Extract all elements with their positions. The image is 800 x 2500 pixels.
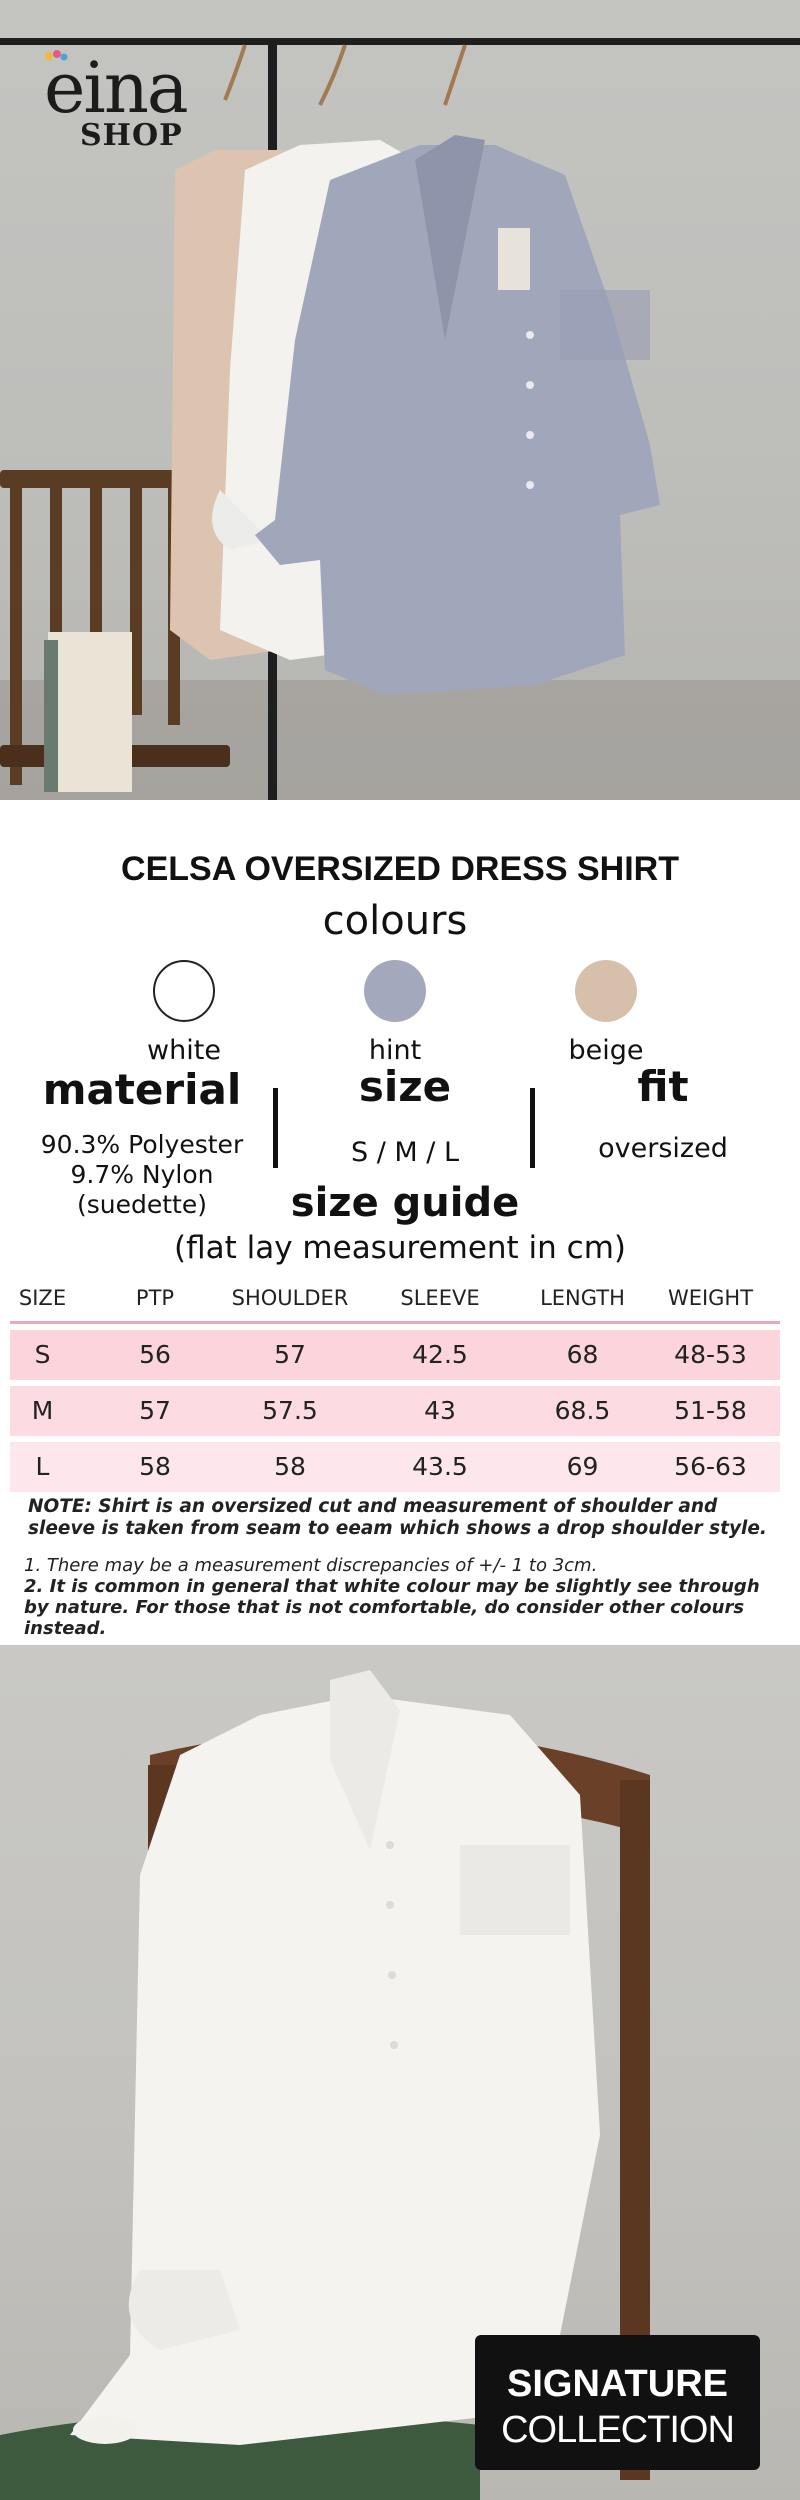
table-cell: 48-53 (674, 1340, 747, 1369)
size-guide-note: NOTE: Shirt is an oversized cut and meas… (28, 1496, 767, 1539)
swatch-beige[interactable] (575, 960, 637, 1022)
column-header: SHOULDER (231, 1286, 349, 1310)
size-guide-points: 1. There may be a measurement discrepanc… (24, 1555, 786, 1639)
swatch-label-hint: hint (368, 1035, 422, 1066)
table-cell: 42.5 (412, 1340, 468, 1369)
table-cell: L (35, 1452, 50, 1481)
size-guide-subheading: (flat lay measurement in cm) (173, 1230, 626, 1266)
badge-line-2: COLLECTION (501, 2409, 735, 2451)
product-info-panel: CELSA OVERSIZED DRESS SHIRT colours whit… (0, 800, 800, 1645)
table-cell: 56 (139, 1340, 171, 1369)
table-cell: 58 (274, 1452, 306, 1481)
swatch-white[interactable] (153, 960, 215, 1022)
column-header: WEIGHT (667, 1286, 754, 1310)
size-heading: size (358, 1062, 452, 1111)
material-line-2: 9.7% Nylon (70, 1160, 214, 1189)
column-header: PTP (135, 1286, 175, 1310)
material-heading: material (42, 1065, 242, 1114)
column-header: SIZE (18, 1286, 67, 1310)
table-cell: 43 (424, 1396, 456, 1425)
table-cell: S (34, 1340, 51, 1369)
table-cell: M (31, 1396, 54, 1425)
badge-line-1: SIGNATURE (507, 2363, 728, 2405)
table-cell: 69 (566, 1452, 599, 1481)
fit-value: oversized (598, 1133, 728, 1164)
signature-collection-badge: SIGNATURE COLLECTION (475, 2335, 760, 2470)
logo-subtitle: SHOP (80, 118, 183, 153)
point-2: 2. It is common in general that white co… (24, 1576, 760, 1639)
swatch-label-beige: beige (568, 1035, 644, 1066)
table-cell: 58 (139, 1452, 171, 1481)
logo-accent-icon (45, 50, 68, 61)
colours-heading: colours (322, 898, 468, 944)
table-header: SIZE PTP SHOULDER SLEEVE LENGTH WEIGHT (10, 1276, 780, 1324)
table-cell: 68.5 (554, 1396, 611, 1425)
product-title: CELSA OVERSIZED DRESS SHIRT (121, 850, 679, 888)
table-cell: 57 (139, 1396, 171, 1425)
brand-logo: eina SHOP (44, 48, 224, 168)
point-1: 1. There may be a measurement discrepanc… (24, 1555, 598, 1576)
divider (530, 1088, 535, 1168)
material-line-3: (suedette) (77, 1190, 207, 1219)
table-cell: 56-63 (674, 1452, 747, 1481)
table-row: S 56 57 42.5 68 48-53 (10, 1330, 780, 1380)
table-row: L 58 58 43.5 69 56-63 (10, 1442, 780, 1492)
material-line-1: 90.3% Polyester (40, 1130, 244, 1159)
size-guide-heading: size guide (290, 1180, 520, 1226)
hero-photo: eina SHOP (0, 0, 800, 800)
table-cell: 68 (566, 1340, 599, 1369)
logo-wordmark: eina (44, 47, 189, 129)
shirt-on-chair-illustration (0, 1670, 650, 2500)
fit-heading: fit (637, 1062, 689, 1111)
column-header: SLEEVE (400, 1286, 480, 1310)
size-value: S / M / L (351, 1137, 459, 1168)
table-cell: 43.5 (412, 1452, 468, 1481)
divider (273, 1088, 278, 1168)
table-cell: 57 (274, 1340, 306, 1369)
swatch-hint[interactable] (364, 960, 426, 1022)
detail-photo (0, 1645, 800, 2500)
table-row: M 57 57.5 43 68.5 51-58 (10, 1386, 780, 1436)
table-cell: 51-58 (674, 1396, 747, 1425)
column-header: LENGTH (540, 1286, 625, 1310)
table-cell: 57.5 (262, 1396, 318, 1425)
size-guide-table: SIZE PTP SHOULDER SLEEVE LENGTH WEIGHT S… (10, 1276, 780, 1492)
swatch-label-white: white (147, 1035, 221, 1066)
hanging-shirts-illustration (0, 38, 800, 800)
